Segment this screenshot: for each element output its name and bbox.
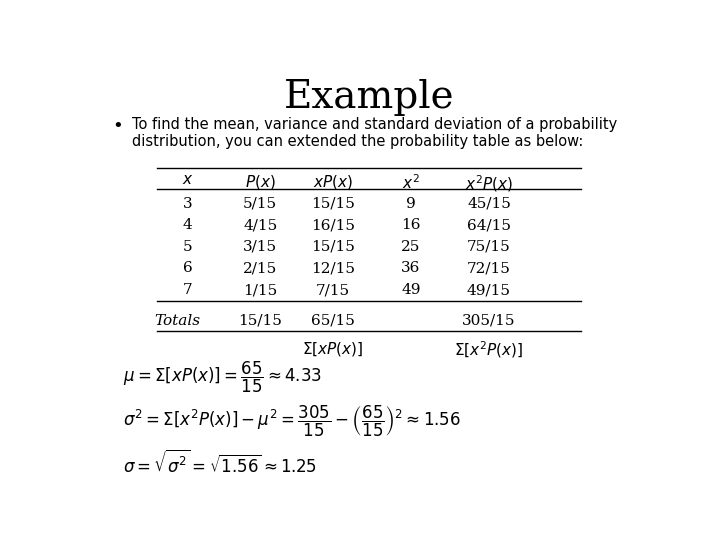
Text: 65/15: 65/15 (311, 314, 355, 328)
Text: 45/15: 45/15 (467, 197, 511, 211)
Text: To find the mean, variance and standard deviation of a probability
distribution,: To find the mean, variance and standard … (132, 117, 617, 149)
Text: $x$: $x$ (182, 173, 194, 187)
Text: •: • (112, 117, 123, 135)
Text: 1/15: 1/15 (243, 283, 277, 297)
Text: 7: 7 (183, 283, 192, 297)
Text: Totals: Totals (154, 314, 200, 328)
Text: 4: 4 (183, 218, 192, 232)
Text: $\sigma = \sqrt{\sigma^2} = \sqrt{1.56} \approx 1.25$: $\sigma = \sqrt{\sigma^2} = \sqrt{1.56} … (124, 449, 318, 477)
Text: 36: 36 (401, 261, 420, 275)
Text: $x^2 P(x)$: $x^2 P(x)$ (465, 173, 513, 194)
Text: 12/15: 12/15 (311, 261, 355, 275)
Text: 16/15: 16/15 (311, 218, 355, 232)
Text: 72/15: 72/15 (467, 261, 511, 275)
Text: 3: 3 (183, 197, 192, 211)
Text: 15/15: 15/15 (311, 240, 355, 254)
Text: $xP(x)$: $xP(x)$ (312, 173, 353, 191)
Text: 16: 16 (401, 218, 420, 232)
Text: 25: 25 (401, 240, 420, 254)
Text: $\mu = \Sigma[xP(x)] = \dfrac{65}{15} \approx 4.33$: $\mu = \Sigma[xP(x)] = \dfrac{65}{15} \a… (124, 360, 323, 395)
Text: 75/15: 75/15 (467, 240, 511, 254)
Text: 4/15: 4/15 (243, 218, 277, 232)
Text: 6: 6 (183, 261, 192, 275)
Text: 5: 5 (183, 240, 192, 254)
Text: Example: Example (284, 79, 454, 116)
Text: $P(x)$: $P(x)$ (245, 173, 276, 191)
Text: 15/15: 15/15 (238, 314, 282, 328)
Text: $\Sigma[xP(x)]$: $\Sigma[xP(x)]$ (302, 340, 364, 357)
Text: 7/15: 7/15 (315, 283, 350, 297)
Text: 49: 49 (401, 283, 420, 297)
Text: $\Sigma[x^2 P(x)]$: $\Sigma[x^2 P(x)]$ (454, 340, 523, 360)
Text: 2/15: 2/15 (243, 261, 277, 275)
Text: 5/15: 5/15 (243, 197, 277, 211)
Text: 3/15: 3/15 (243, 240, 277, 254)
Text: 64/15: 64/15 (467, 218, 511, 232)
Text: $x^2$: $x^2$ (402, 173, 420, 192)
Text: 305/15: 305/15 (462, 314, 516, 328)
Text: $\sigma^2 = \Sigma[x^2 P(x)] - \mu^2 = \dfrac{305}{15} - \left(\dfrac{65}{15}\ri: $\sigma^2 = \Sigma[x^2 P(x)] - \mu^2 = \… (124, 404, 462, 439)
Text: 15/15: 15/15 (311, 197, 355, 211)
Text: 49/15: 49/15 (467, 283, 511, 297)
Text: 9: 9 (406, 197, 415, 211)
